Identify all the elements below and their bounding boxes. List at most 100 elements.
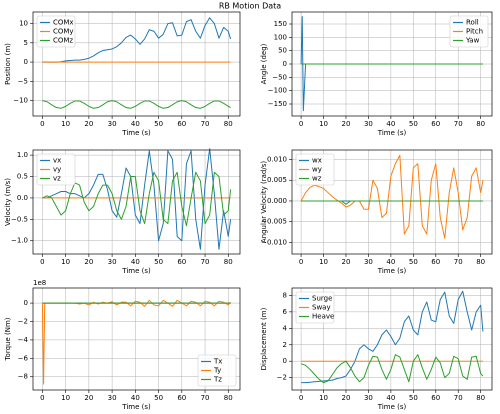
x-tick-label: 30	[364, 120, 373, 128]
x-tick-label: 0	[40, 120, 44, 128]
legend-label: Pitch	[466, 28, 483, 36]
legend-box	[295, 291, 335, 324]
x-tick-label: 40	[131, 120, 140, 128]
y-tick-label: −5	[18, 77, 28, 85]
x-tick-label: 50	[409, 258, 418, 266]
x-tick-label: 60	[177, 258, 186, 266]
subplot: 0 10 20 30 40 50 60 70 80 −2 0 2 4 6 8 Time (s) Displace…	[260, 287, 493, 411]
y-tick-label: 0.010	[267, 156, 287, 164]
x-tick-label: 60	[177, 394, 186, 402]
x-tick-label: 0	[299, 258, 303, 266]
y-tick-label: 50	[278, 47, 287, 55]
x-tick-label: 0	[40, 394, 44, 402]
legend-label: Sway	[312, 304, 331, 312]
x-tick-label: 20	[342, 120, 351, 128]
x-tick-label: 40	[386, 258, 395, 266]
legend-label: Surge	[312, 295, 332, 303]
offset-label: 1e8	[33, 279, 46, 287]
x-tick-label: 50	[154, 394, 163, 402]
y-axis-label: Position (m)	[4, 43, 12, 85]
x-tick-label: 40	[131, 394, 140, 402]
axes-frame	[32, 11, 241, 117]
x-tick-label: 50	[409, 394, 418, 402]
x-tick-label: 70	[201, 120, 210, 128]
legend-label: COMx	[53, 19, 74, 27]
x-tick-label: 40	[131, 258, 140, 266]
y-axis-label: Angular Velocity (rad/s)	[260, 161, 268, 243]
series-line	[300, 154, 484, 239]
legend-label: COMz	[53, 37, 73, 45]
y-tick-label: −1.0	[11, 237, 28, 245]
legend-box	[449, 15, 489, 48]
subplot: 0 10 20 30 40 50 60 70 80 0 −2 −4 −6 −8 Time (s) Torque…	[4, 279, 241, 411]
y-tick-label: 5	[24, 39, 28, 47]
y-tick-label: 0.5	[17, 173, 28, 181]
x-tick-label: 20	[84, 120, 93, 128]
y-tick-label: −2	[277, 374, 287, 382]
y-tick-label: 0.0	[17, 194, 28, 202]
x-tick-label: 20	[84, 394, 93, 402]
legend-label: Heave	[312, 313, 334, 321]
x-axis-label: Time (s)	[121, 403, 151, 411]
x-tick-label: 30	[108, 258, 117, 266]
x-tick-label: 20	[84, 258, 93, 266]
x-axis-label: Time (s)	[377, 267, 407, 275]
y-tick-label: 0.005	[267, 176, 287, 184]
y-tick-label: 6	[283, 308, 288, 316]
y-tick-label: −0.010	[261, 238, 287, 246]
figure-title: RB Motion Data	[219, 2, 281, 11]
y-tick-label: 0	[24, 299, 28, 307]
y-tick-label: 1.0	[17, 151, 28, 159]
legend-box	[197, 354, 237, 387]
x-tick-label: 70	[454, 120, 463, 128]
series-line	[42, 17, 232, 63]
y-tick-label: 0	[24, 58, 28, 66]
series-line	[300, 354, 484, 384]
y-tick-label: 100	[274, 33, 287, 41]
y-axis-label: Torque (Nm)	[4, 317, 12, 361]
y-tick-label: −10	[13, 97, 28, 105]
x-tick-label: 0	[40, 258, 44, 266]
x-tick-label: 70	[201, 258, 210, 266]
x-tick-label: 50	[154, 258, 163, 266]
y-tick-label: −6	[18, 354, 29, 362]
y-tick-label: 0	[283, 60, 287, 68]
x-tick-label: 10	[319, 394, 328, 402]
legend-label: vz	[53, 175, 61, 183]
legend-label: Ty	[213, 367, 221, 375]
y-tick-label: 8	[283, 291, 287, 299]
legend-label: vx	[53, 157, 61, 165]
x-tick-label: 80	[224, 258, 233, 266]
y-tick-label: −50	[272, 73, 287, 81]
x-tick-label: 30	[108, 120, 117, 128]
x-tick-label: 80	[476, 394, 485, 402]
x-tick-label: 80	[224, 120, 233, 128]
x-tick-label: 60	[177, 120, 186, 128]
legend-box	[295, 153, 335, 186]
x-tick-label: 50	[409, 120, 418, 128]
x-tick-label: 20	[342, 258, 351, 266]
y-tick-label: −100	[268, 87, 287, 95]
x-tick-label: 70	[454, 258, 463, 266]
legend-label: wy	[312, 166, 322, 174]
legend-label: Yaw	[465, 37, 480, 45]
x-axis-label: Time (s)	[121, 267, 151, 275]
x-tick-label: 40	[386, 120, 395, 128]
y-tick-label: 0.000	[267, 197, 287, 205]
x-axis-label: Time (s)	[377, 403, 407, 411]
x-tick-label: 40	[386, 394, 395, 402]
y-tick-label: 2	[283, 341, 287, 349]
x-tick-label: 50	[154, 120, 163, 128]
x-tick-label: 0	[299, 120, 303, 128]
x-tick-label: 10	[61, 394, 70, 402]
x-tick-label: 10	[319, 258, 328, 266]
legend-label: wz	[312, 175, 322, 183]
axes-frame	[291, 149, 493, 255]
x-axis-label: Time (s)	[377, 129, 407, 137]
